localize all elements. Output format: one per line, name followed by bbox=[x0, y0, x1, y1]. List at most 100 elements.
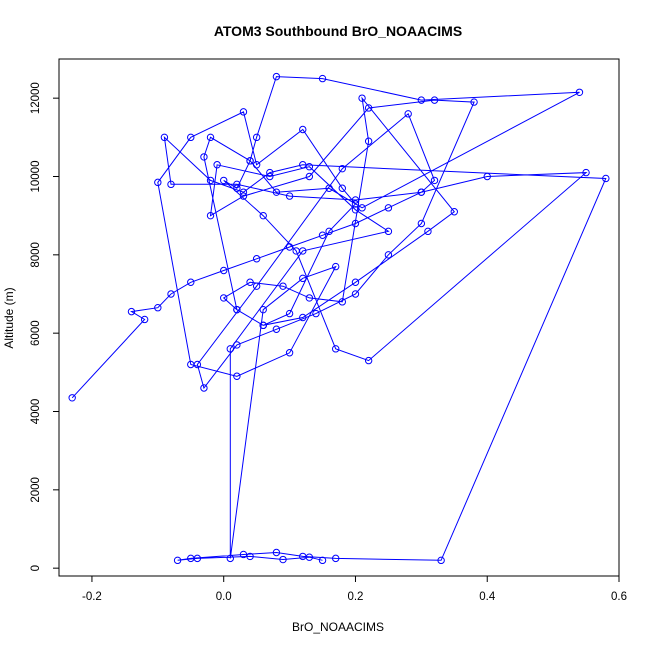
data-point bbox=[351, 196, 360, 204]
data-point bbox=[160, 133, 169, 142]
data-point bbox=[206, 176, 215, 185]
data-point bbox=[299, 313, 307, 322]
data-point bbox=[305, 553, 314, 561]
data-point bbox=[384, 204, 393, 212]
data-point bbox=[338, 298, 346, 306]
data-point bbox=[193, 554, 202, 563]
data-point bbox=[351, 206, 360, 214]
data-point bbox=[252, 255, 261, 263]
x-tick-label: 0.6 bbox=[611, 591, 627, 603]
data-point bbox=[299, 125, 307, 134]
data-point bbox=[338, 184, 346, 192]
data-point bbox=[483, 172, 491, 181]
data-point bbox=[318, 556, 327, 565]
data-point bbox=[279, 282, 287, 290]
plot-frame bbox=[58, 58, 620, 577]
data-point bbox=[285, 309, 294, 318]
data-point bbox=[246, 157, 254, 165]
data-point bbox=[200, 384, 208, 392]
data-point bbox=[226, 345, 234, 353]
chart-title: ATOM3 Southbound BrO_NOAACIMS bbox=[214, 23, 462, 39]
data-point bbox=[424, 227, 432, 236]
data-point bbox=[239, 188, 248, 196]
y-tick-label: 4000 bbox=[30, 399, 42, 425]
data-point bbox=[351, 290, 360, 298]
data-point bbox=[233, 184, 241, 192]
data-point bbox=[259, 211, 267, 220]
data-point bbox=[239, 108, 248, 116]
y-tick-label: 8000 bbox=[30, 242, 42, 268]
data-point bbox=[220, 266, 228, 275]
y-tick-label: 12000 bbox=[30, 82, 42, 114]
data-point bbox=[213, 161, 221, 169]
data-point bbox=[404, 110, 412, 118]
data-point bbox=[364, 356, 373, 365]
data-point bbox=[187, 360, 195, 369]
data-point bbox=[437, 556, 445, 565]
data-point bbox=[364, 104, 373, 112]
y-tick-label: 10000 bbox=[30, 161, 42, 193]
y-axis-label: Altitude (m) bbox=[2, 287, 16, 348]
data-point bbox=[259, 305, 267, 314]
data-point bbox=[602, 174, 610, 183]
data-point bbox=[140, 315, 149, 324]
y-tick-label: 2000 bbox=[30, 477, 42, 503]
data-point bbox=[206, 211, 215, 220]
data-point bbox=[358, 94, 366, 102]
x-tick-label: 0.4 bbox=[479, 591, 496, 603]
data-point bbox=[246, 552, 254, 561]
data-point bbox=[351, 219, 360, 228]
data-point bbox=[220, 176, 228, 185]
data-point bbox=[272, 188, 281, 196]
data-point bbox=[575, 88, 584, 96]
data-point bbox=[305, 294, 314, 302]
data-point bbox=[187, 278, 195, 286]
data-point bbox=[285, 349, 294, 357]
data-point bbox=[233, 180, 241, 189]
data-point bbox=[292, 247, 300, 255]
data-point bbox=[233, 341, 241, 349]
data-point bbox=[318, 231, 327, 239]
y-axis: 0 2000 4000 6000 8000 10000 12000 bbox=[30, 82, 59, 571]
data-point bbox=[338, 164, 346, 173]
series-line bbox=[71, 76, 607, 561]
data-point bbox=[325, 184, 333, 192]
data-point bbox=[272, 325, 281, 333]
y-tick-label: 0 bbox=[30, 565, 42, 571]
data-point bbox=[351, 200, 360, 208]
data-point bbox=[154, 178, 162, 187]
data-point bbox=[272, 72, 281, 81]
data-point bbox=[364, 137, 373, 145]
data-point bbox=[167, 180, 175, 189]
data-point bbox=[252, 161, 261, 169]
data-point bbox=[332, 345, 340, 353]
data-point bbox=[582, 168, 590, 177]
x-axis: -0.2 0.0 0.2 0.4 0.6 bbox=[82, 576, 627, 603]
data-point bbox=[167, 290, 175, 298]
data-point bbox=[384, 251, 393, 259]
data-point bbox=[430, 96, 439, 104]
data-point bbox=[430, 176, 439, 185]
data-point bbox=[233, 372, 241, 380]
y-tick-label: 6000 bbox=[30, 320, 42, 346]
data-point bbox=[279, 555, 287, 564]
data-point bbox=[220, 294, 228, 302]
data-point bbox=[206, 133, 215, 142]
data-point bbox=[127, 307, 136, 316]
data-point bbox=[384, 227, 393, 236]
data-point bbox=[259, 321, 267, 330]
data-point bbox=[285, 243, 294, 251]
data-point bbox=[417, 188, 426, 196]
data-point bbox=[325, 227, 333, 236]
data-point bbox=[266, 172, 274, 181]
data-point bbox=[187, 133, 195, 142]
data-point bbox=[68, 394, 76, 402]
data-point bbox=[173, 556, 182, 565]
data-point bbox=[305, 163, 314, 171]
data-point bbox=[252, 133, 261, 142]
data-point bbox=[417, 219, 426, 228]
data-point bbox=[312, 309, 320, 318]
data-point bbox=[233, 305, 241, 314]
x-tick-label: 0.2 bbox=[347, 591, 363, 603]
